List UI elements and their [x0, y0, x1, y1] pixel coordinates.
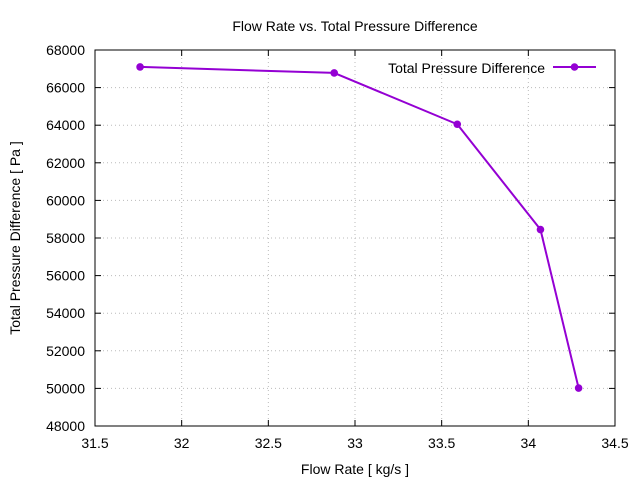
data-point	[330, 69, 339, 77]
legend-marker	[570, 63, 579, 71]
y-tick-label: 66000	[46, 80, 85, 96]
x-tick-label: 32.5	[255, 435, 282, 451]
chart-title: Flow Rate vs. Total Pressure Difference	[232, 18, 478, 34]
y-tick-label: 58000	[46, 230, 85, 246]
y-tick-label: 62000	[46, 155, 85, 171]
y-tick-label: 60000	[46, 192, 85, 208]
x-axis-label: Flow Rate [ kg/s ]	[301, 461, 409, 477]
y-axis-tick-labels: 48000 50000 52000 54000 56000 58000 60000 62000…	[46, 42, 85, 434]
series-line	[140, 65, 580, 389]
y-axis-label: Total Pressure Difference [ Pa ]	[7, 141, 23, 335]
grid-lines	[95, 50, 615, 426]
x-tick-label: 33	[347, 435, 363, 451]
axis-ticks	[94, 49, 616, 427]
legend-label: Total Pressure Difference	[388, 60, 545, 76]
y-tick-label: 48000	[46, 418, 85, 434]
data-point	[536, 225, 545, 234]
x-tick-label: 31.5	[81, 435, 108, 451]
x-tick-label: 34.5	[601, 435, 628, 451]
y-tick-label: 52000	[46, 343, 85, 359]
y-tick-label: 64000	[46, 117, 85, 133]
y-tick-label: 56000	[46, 268, 85, 284]
data-point	[453, 120, 462, 129]
y-tick-label: 50000	[46, 380, 85, 396]
x-tick-label: 34	[521, 435, 537, 451]
x-tick-label: 33.5	[428, 435, 455, 451]
y-tick-label: 54000	[46, 305, 85, 321]
x-tick-label: 32	[174, 435, 190, 451]
data-point	[574, 384, 583, 392]
legend: Total Pressure Difference	[388, 60, 596, 76]
x-axis-tick-labels: 31.5 32 32.5 33 33.5 34 34.5	[81, 435, 628, 451]
data-point	[136, 63, 144, 71]
series-layer	[136, 63, 583, 392]
y-tick-label: 68000	[46, 42, 85, 58]
